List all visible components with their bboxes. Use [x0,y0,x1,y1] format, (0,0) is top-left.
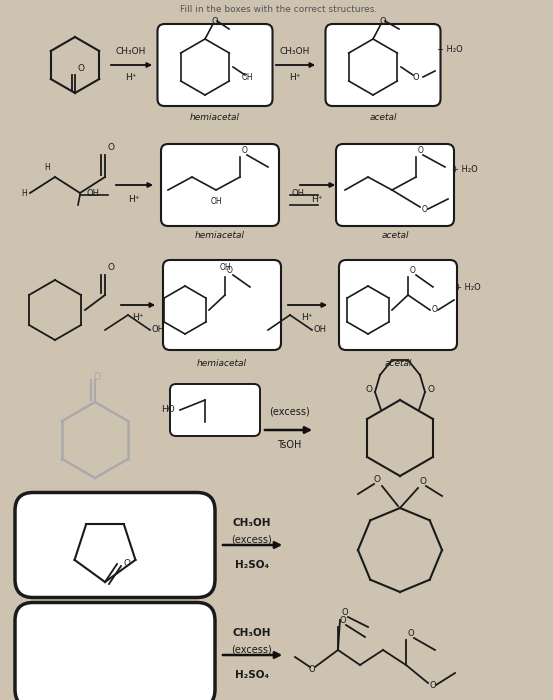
Text: H⁺: H⁺ [128,195,140,204]
Text: O: O [413,73,419,81]
Text: O: O [380,17,387,25]
Text: OH: OH [241,73,253,81]
Text: O: O [430,680,437,690]
Text: O: O [227,266,233,275]
Text: HO: HO [161,405,175,414]
Text: O: O [422,204,428,214]
Text: O: O [373,475,380,484]
Text: O: O [365,386,372,395]
Text: + H₂O: + H₂O [452,165,478,174]
Text: CH₃OH: CH₃OH [280,48,310,57]
Text: O: O [428,386,435,395]
Text: H₂SO₄: H₂SO₄ [235,560,269,570]
Text: O: O [212,17,218,25]
Text: H₂SO₄: H₂SO₄ [235,670,269,680]
Text: O: O [418,146,424,155]
Text: Fill in the boxes with the correct structures.: Fill in the boxes with the correct struc… [180,6,377,15]
Text: O: O [123,559,130,568]
Text: H⁺: H⁺ [301,312,313,321]
FancyBboxPatch shape [336,144,454,226]
FancyBboxPatch shape [326,24,441,106]
Text: CH₃OH: CH₃OH [233,628,272,638]
Text: hemiacetal: hemiacetal [195,230,245,239]
Text: O: O [340,616,347,625]
FancyBboxPatch shape [15,603,215,700]
Text: (excess): (excess) [232,645,273,655]
Text: (excess): (excess) [269,407,309,417]
Text: TsOH: TsOH [277,440,301,450]
Text: O: O [432,305,438,314]
Text: O: O [107,263,114,272]
FancyBboxPatch shape [158,24,273,106]
FancyBboxPatch shape [161,144,279,226]
Text: OH: OH [291,188,305,197]
Text: OH: OH [152,326,165,335]
Text: O: O [342,608,348,617]
Text: O: O [420,477,427,486]
Text: (excess): (excess) [232,535,273,545]
Text: CH₃OH: CH₃OH [116,48,146,57]
Text: O: O [93,372,101,382]
FancyBboxPatch shape [339,260,457,350]
Text: OH: OH [219,263,231,272]
Text: hemiacetal: hemiacetal [190,113,240,122]
FancyBboxPatch shape [170,384,260,436]
Text: H: H [44,162,50,172]
Text: O: O [410,266,416,275]
Text: O: O [77,64,84,73]
Text: H: H [21,188,27,197]
Text: H⁺: H⁺ [311,195,323,204]
FancyBboxPatch shape [15,493,215,598]
Text: CH₃OH: CH₃OH [233,518,272,528]
Text: acetal: acetal [384,358,412,368]
Text: hemiacetal: hemiacetal [197,358,247,368]
Text: + H₂O: + H₂O [437,46,463,55]
Text: OH: OH [86,188,100,197]
Text: O: O [242,146,248,155]
Text: OH: OH [314,326,327,335]
Text: OH: OH [210,197,222,206]
Text: H⁺: H⁺ [125,73,137,81]
Text: acetal: acetal [369,113,397,122]
Text: O: O [309,664,315,673]
Text: O: O [408,629,415,638]
Text: H⁺: H⁺ [289,73,301,81]
Text: acetal: acetal [381,230,409,239]
Text: H⁺: H⁺ [132,312,144,321]
Text: + H₂O: + H₂O [455,283,481,291]
FancyBboxPatch shape [163,260,281,350]
Text: O: O [107,143,114,152]
